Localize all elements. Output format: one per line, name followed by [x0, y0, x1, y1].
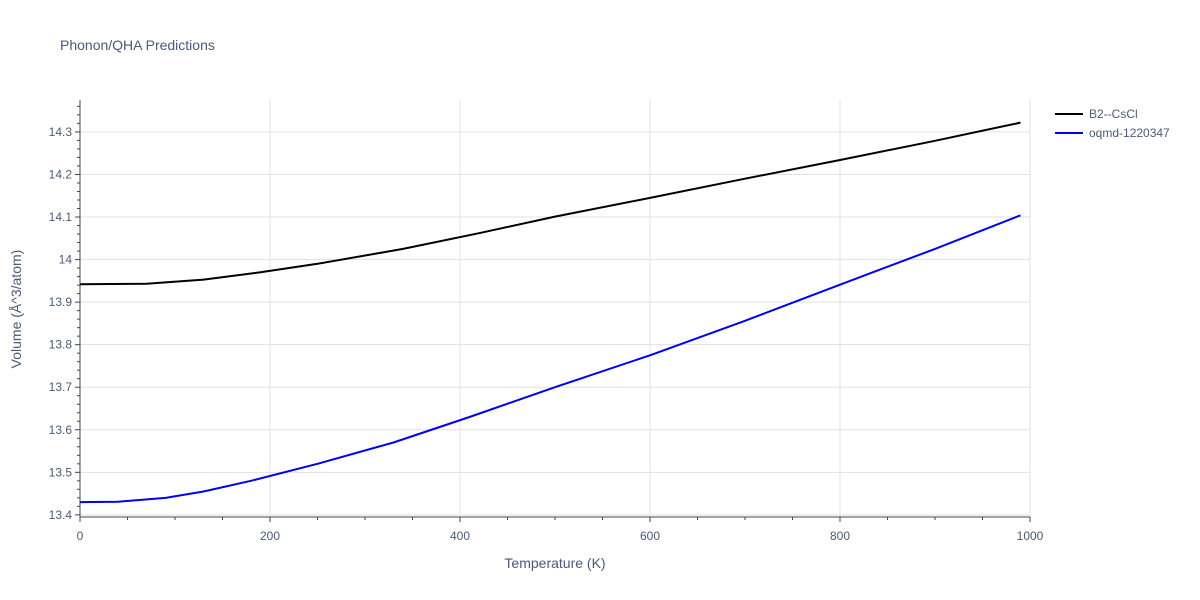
y-tick-label: 14.3 — [49, 125, 73, 139]
y-tick-label: 13.6 — [49, 423, 73, 437]
y-tick-label: 13.4 — [49, 508, 73, 522]
x-tick-label: 200 — [260, 529, 280, 543]
x-tick-label: 600 — [640, 529, 660, 543]
legend-label: oqmd-1220347 — [1089, 126, 1170, 140]
series-line-2 — [79, 214, 1021, 504]
y-tick-label: 14 — [59, 253, 73, 267]
y-tick-label: 13.5 — [49, 465, 73, 479]
chart-title: Phonon/QHA Predictions — [60, 37, 215, 53]
x-tick-label: 1000 — [1017, 529, 1044, 543]
series-line-1 — [79, 121, 1021, 286]
x-tick-label: 400 — [450, 529, 470, 543]
x-tick-label: 0 — [77, 529, 84, 543]
y-tick-label: 14.1 — [49, 210, 73, 224]
y-tick-label: 13.8 — [49, 338, 73, 352]
legend-label: B2--CsCl — [1089, 107, 1138, 121]
x-axis-title: Temperature (K) — [504, 555, 605, 571]
axes — [75, 100, 1031, 522]
y-tick-label: 13.7 — [49, 380, 73, 394]
grid — [79, 100, 1031, 517]
y-tick-labels: 13.4 13.5 13.6 13.7 13.8 13.9 14 14.1 14.2 14.3 — [49, 125, 73, 522]
legend: B2--CsCl oqmd-1220347 — [1055, 107, 1170, 140]
x-tick-label: 800 — [830, 529, 850, 543]
y-axis-title: Volume (Å^3/atom) — [8, 250, 24, 369]
y-tick-label: 13.9 — [49, 295, 73, 309]
y-tick-label: 14.2 — [49, 167, 73, 181]
series-lines — [79, 121, 1021, 504]
x-tick-labels: 0 200 400 600 800 1000 — [77, 529, 1044, 543]
